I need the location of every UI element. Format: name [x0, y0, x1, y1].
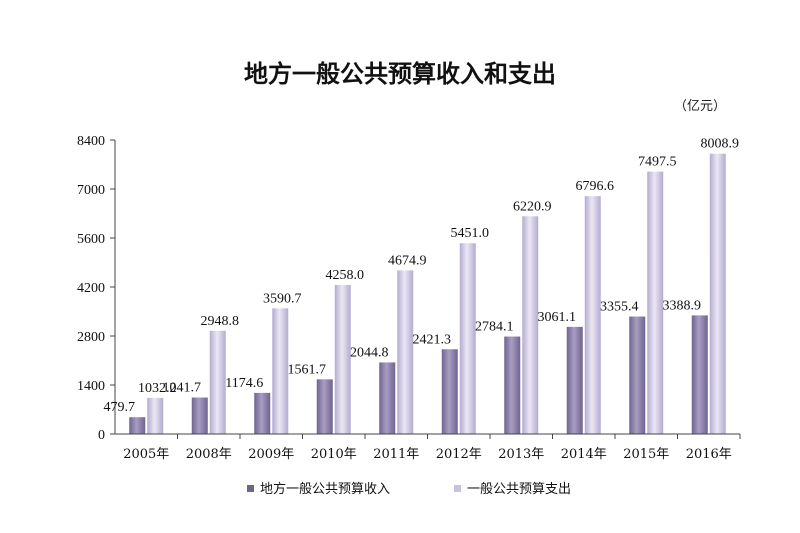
y-tick-label: 5600 — [77, 232, 105, 247]
legend-swatch-income — [247, 485, 254, 492]
bar-income — [191, 397, 208, 434]
data-label-income: 2421.3 — [413, 332, 452, 347]
bar-expenditure — [334, 284, 351, 434]
data-label-expenditure: 8008.9 — [701, 137, 740, 152]
bar-expenditure — [584, 196, 601, 434]
x-tick-label: 2010年 — [311, 447, 357, 462]
y-tick-label: 7000 — [77, 183, 105, 198]
x-tick-label: 2013年 — [498, 447, 544, 462]
bar-income — [441, 349, 458, 434]
data-label-income: 2784.1 — [475, 320, 514, 335]
bar-income — [379, 362, 396, 434]
data-label-income: 3388.9 — [663, 298, 702, 313]
data-label-expenditure: 6796.6 — [576, 179, 615, 194]
data-label-expenditure: 1032.2 — [138, 381, 177, 396]
data-label-expenditure: 5451.0 — [451, 226, 490, 241]
y-tick-label: 2800 — [77, 330, 105, 345]
data-label-expenditure: 4674.9 — [388, 253, 427, 268]
y-axis: 0 1400 2800 4200 5600 7000 8400 — [77, 134, 116, 443]
bar-expenditure — [209, 330, 226, 434]
data-label-expenditure: 2948.8 — [201, 314, 240, 329]
bar-income — [566, 326, 583, 434]
bar-expenditure — [522, 216, 539, 434]
bar-income — [691, 315, 708, 434]
y-tick-label: 0 — [98, 428, 105, 443]
y-tick-label: 8400 — [77, 134, 105, 149]
x-tick-label: 2015年 — [623, 447, 669, 462]
bar-expenditure — [647, 171, 664, 434]
bar-expenditure — [397, 270, 414, 434]
data-label-expenditure: 6220.9 — [513, 199, 552, 214]
unit-label: （亿元） — [674, 99, 726, 114]
legend: 地方一般公共预算收入 一般公共预算支出 — [247, 481, 571, 497]
x-tick-label: 2014年 — [561, 447, 607, 462]
bar-income — [129, 417, 146, 434]
bar-expenditure — [272, 308, 289, 434]
x-axis: 2005年 2008年 2009年 2010年 2011年 2012年 2013年 2014年… — [115, 433, 741, 462]
data-label-expenditure: 7497.5 — [638, 155, 677, 170]
legend-label-income: 地方一般公共预算收入 — [260, 481, 390, 497]
data-label-income: 1174.6 — [225, 376, 263, 391]
data-label-expenditure: 4258.0 — [326, 268, 365, 283]
bar-expenditure — [709, 153, 726, 434]
y-tick-label: 4200 — [77, 281, 105, 296]
data-label-income: 1041.7 — [163, 381, 202, 396]
x-tick-label: 2008年 — [186, 447, 232, 462]
bar-income — [629, 316, 646, 434]
bar-expenditure — [459, 243, 476, 434]
bar-income — [316, 379, 333, 434]
data-label-income: 3061.1 — [538, 310, 577, 325]
bar-expenditure — [147, 397, 164, 434]
x-tick-label: 2012年 — [436, 447, 482, 462]
chart-title: 地方一般公共预算收入和支出 — [244, 59, 556, 88]
data-label-income: 3355.4 — [600, 300, 639, 315]
data-label-income: 2044.8 — [350, 345, 389, 360]
bar-income — [254, 392, 271, 434]
y-tick-label: 1400 — [77, 379, 105, 394]
data-label-income: 1561.7 — [288, 362, 327, 377]
bars — [129, 153, 726, 434]
x-tick-label: 2005年 — [123, 447, 169, 462]
data-label-income: 479.7 — [104, 400, 136, 415]
x-tick-label: 2011年 — [373, 447, 419, 462]
bar-income — [504, 336, 521, 434]
legend-swatch-expenditure — [454, 485, 461, 492]
legend-label-expenditure: 一般公共预算支出 — [467, 481, 571, 497]
x-tick-label: 2016年 — [686, 447, 732, 462]
data-label-expenditure: 3590.7 — [263, 291, 302, 306]
x-tick-label: 2009年 — [248, 447, 294, 462]
